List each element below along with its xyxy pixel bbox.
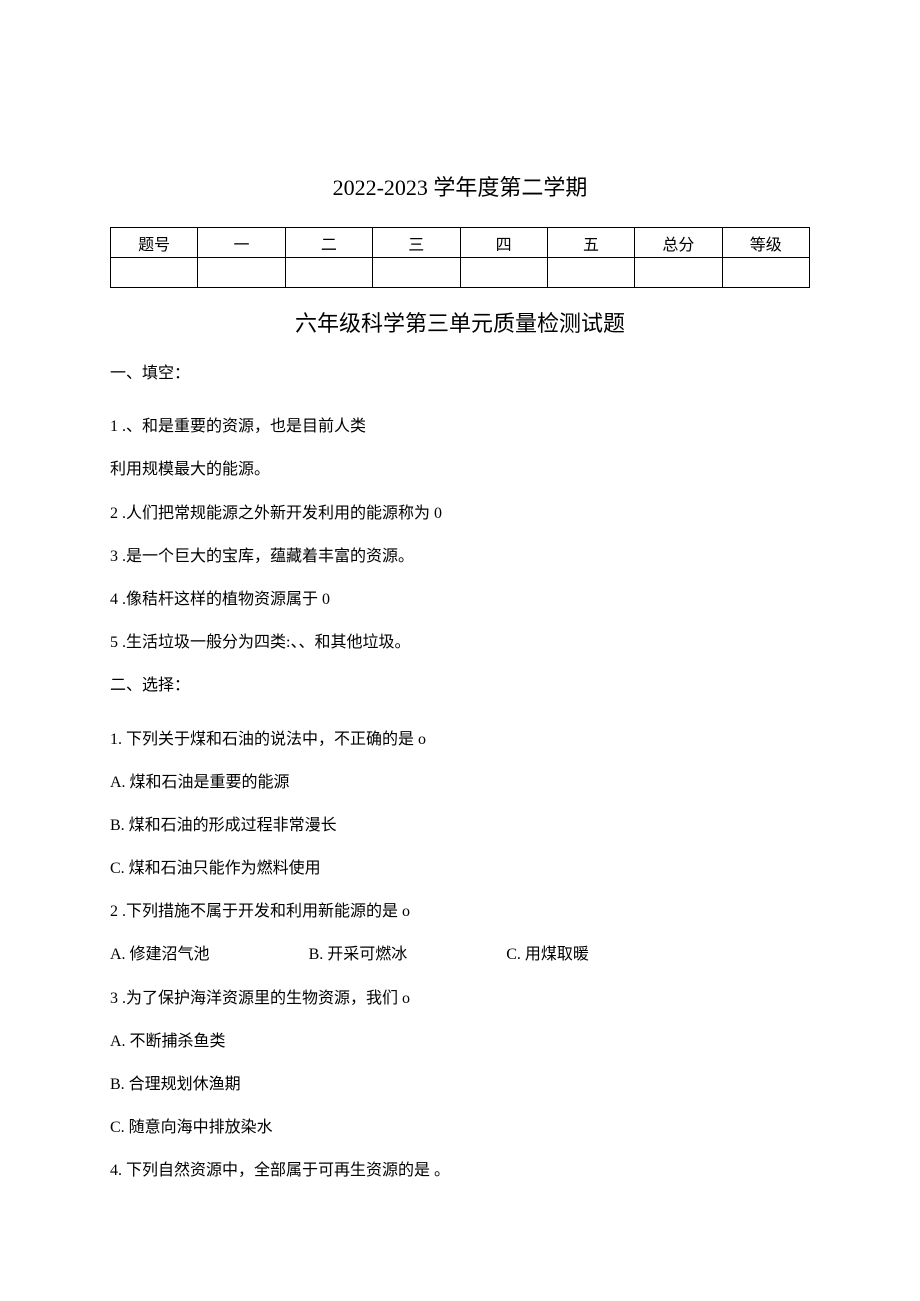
s1-q3: 3 .是一个巨大的宝库，蕴藏着丰富的资源。 bbox=[110, 539, 810, 574]
s2-q1-stem: 1. 下列关于煤和石油的说法中，不正确的是 o bbox=[110, 722, 810, 757]
s2-q2-optB: B. 开采可燃冰 bbox=[309, 937, 408, 972]
s2-q1-optC: C. 煤和石油只能作为燃料使用 bbox=[110, 851, 810, 886]
empty-cell bbox=[635, 258, 722, 288]
s1-q5: 5 .生活垃圾一般分为四类:、、和其他垃圾。 bbox=[110, 625, 810, 660]
header-cell-total: 总分 bbox=[635, 228, 722, 258]
s1-q4: 4 .像秸杆这样的植物资源属于 0 bbox=[110, 582, 810, 617]
empty-cell bbox=[373, 258, 460, 288]
s2-q3-optC: C. 随意向海中排放染水 bbox=[110, 1110, 810, 1145]
header-cell-grade: 等级 bbox=[722, 228, 809, 258]
empty-cell bbox=[111, 258, 198, 288]
s2-q2-options: A. 修建沼气池 B. 开采可燃冰 C. 用煤取暖 bbox=[110, 937, 810, 972]
section1-heading: 一、填空： bbox=[110, 356, 810, 391]
s1-q2: 2 .人们把常规能源之外新开发利用的能源称为 0 bbox=[110, 496, 810, 531]
table-empty-row bbox=[111, 258, 810, 288]
empty-cell bbox=[460, 258, 547, 288]
s2-q3-optB: B. 合理规划休渔期 bbox=[110, 1067, 810, 1102]
score-table: 题号 一 二 三 四 五 总分 等级 bbox=[110, 227, 810, 288]
header-cell-label: 题号 bbox=[111, 228, 198, 258]
s2-q2-optC: C. 用煤取暖 bbox=[506, 937, 589, 972]
s2-q2-optA: A. 修建沼气池 bbox=[110, 937, 210, 972]
s2-q1-optB: B. 煤和石油的形成过程非常漫长 bbox=[110, 808, 810, 843]
s2-q3-optA: A. 不断捕杀鱼类 bbox=[110, 1024, 810, 1059]
header-cell-5: 五 bbox=[547, 228, 634, 258]
empty-cell bbox=[547, 258, 634, 288]
empty-cell bbox=[285, 258, 372, 288]
s2-q2-stem: 2 .下列措施不属于开发和利用新能源的是 o bbox=[110, 894, 810, 929]
section2-heading: 二、选择： bbox=[110, 668, 810, 703]
header-cell-1: 一 bbox=[198, 228, 285, 258]
table-header-row: 题号 一 二 三 四 五 总分 等级 bbox=[111, 228, 810, 258]
title-sub: 六年级科学第三单元质量检测试题 bbox=[110, 306, 810, 338]
empty-cell bbox=[198, 258, 285, 288]
s2-q1-optA: A. 煤和石油是重要的能源 bbox=[110, 765, 810, 800]
header-cell-2: 二 bbox=[285, 228, 372, 258]
s2-q4-stem: 4. 下列自然资源中，全部属于可再生资源的是 。 bbox=[110, 1153, 810, 1188]
header-cell-4: 四 bbox=[460, 228, 547, 258]
header-cell-3: 三 bbox=[373, 228, 460, 258]
title-main: 2022-2023 学年度第二学期 bbox=[110, 170, 810, 202]
s1-q1-line2: 利用规模最大的能源。 bbox=[110, 452, 810, 487]
s1-q1-line1: 1 .、和是重要的资源，也是目前人类 bbox=[110, 409, 810, 444]
empty-cell bbox=[722, 258, 809, 288]
s2-q3-stem: 3 .为了保护海洋资源里的生物资源，我们 o bbox=[110, 981, 810, 1016]
